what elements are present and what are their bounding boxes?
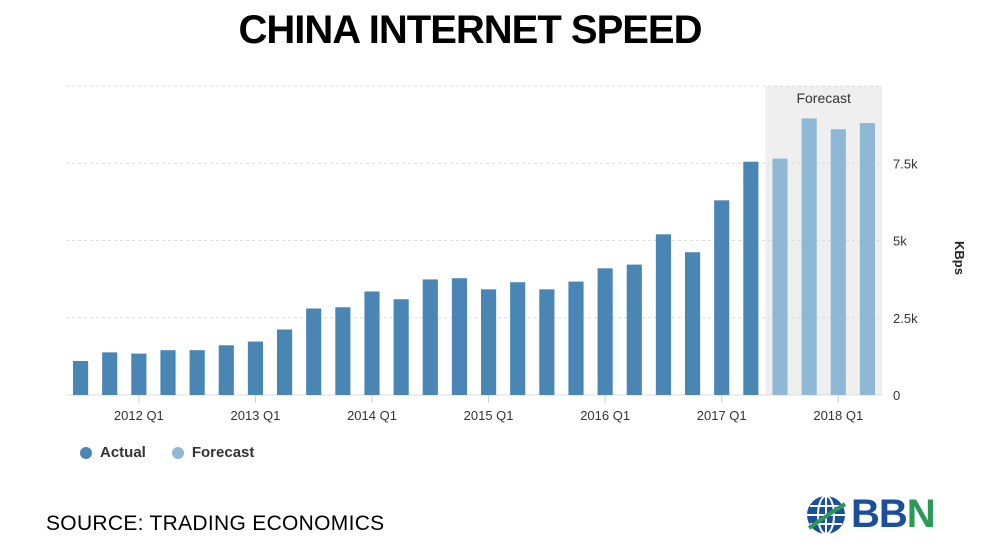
bar-actual bbox=[626, 264, 642, 395]
x-tick-label: 2016 Q1 bbox=[580, 408, 630, 423]
x-tick-label: 2012 Q1 bbox=[114, 408, 164, 423]
bar-actual bbox=[510, 282, 526, 395]
bar-actual bbox=[480, 289, 497, 395]
bar-actual bbox=[714, 200, 730, 395]
bar-forecast bbox=[801, 118, 817, 395]
y-tick-label: 7.5k bbox=[893, 156, 918, 171]
legend-label-forecast: Forecast bbox=[191, 444, 255, 461]
bar-forecast bbox=[830, 129, 846, 395]
y-axis-title: KBps bbox=[952, 241, 967, 275]
y-tick-label: 0 bbox=[893, 388, 900, 403]
bar-actual bbox=[597, 268, 613, 395]
x-tick-label: 2014 Q1 bbox=[347, 408, 397, 423]
x-tick-label: 2017 Q1 bbox=[697, 408, 747, 423]
bar-forecast bbox=[859, 123, 876, 395]
y-tick-label: 5k bbox=[893, 234, 907, 249]
bar-actual bbox=[539, 289, 555, 395]
bar-actual bbox=[364, 291, 380, 395]
bar-actual bbox=[451, 278, 468, 395]
bar-actual bbox=[335, 307, 351, 395]
chart-title: CHINA INTERNET SPEED bbox=[238, 8, 702, 52]
x-tick-label: 2018 Q1 bbox=[813, 408, 863, 423]
bar-actual bbox=[568, 281, 584, 395]
bar-actual bbox=[684, 252, 701, 395]
bar-actual bbox=[131, 353, 147, 395]
bar-actual bbox=[189, 350, 205, 395]
chart-legend: Actual Forecast bbox=[80, 444, 254, 461]
logo-text: BBN bbox=[851, 492, 936, 536]
bar-actual bbox=[743, 161, 759, 395]
bar-actual bbox=[655, 234, 672, 395]
bbn-logo: BBN bbox=[805, 492, 936, 537]
x-tick-label: 2013 Q1 bbox=[230, 408, 280, 423]
legend-item-actual[interactable]: Actual bbox=[80, 444, 146, 461]
x-tick-label: 2015 Q1 bbox=[464, 408, 514, 423]
bar-forecast bbox=[772, 158, 788, 395]
legend-marker-actual bbox=[80, 446, 92, 459]
bar-actual bbox=[160, 350, 176, 395]
legend-label-actual: Actual bbox=[100, 444, 146, 461]
legend-item-forecast[interactable]: Forecast bbox=[171, 444, 255, 461]
globe-icon bbox=[807, 494, 847, 535]
bar-actual bbox=[218, 345, 234, 395]
y-tick-label: 2.5k bbox=[893, 311, 918, 326]
bar-actual bbox=[393, 299, 409, 395]
legend-marker-forecast bbox=[171, 446, 184, 459]
bar-actual bbox=[276, 329, 293, 395]
bar-actual bbox=[247, 341, 264, 395]
forecast-band-label: Forecast bbox=[796, 90, 851, 106]
bar-actual bbox=[306, 308, 322, 395]
bar-actual bbox=[102, 352, 118, 395]
bar-actual bbox=[422, 279, 438, 395]
chart-plot: Forecast 0 2.5k 5k 7.5k KBps 2012 Q1 2013 Q1 201… bbox=[66, 85, 967, 423]
bar-actual bbox=[72, 361, 89, 395]
source-note: SOURCE: TRADING ECONOMICS bbox=[46, 512, 385, 535]
